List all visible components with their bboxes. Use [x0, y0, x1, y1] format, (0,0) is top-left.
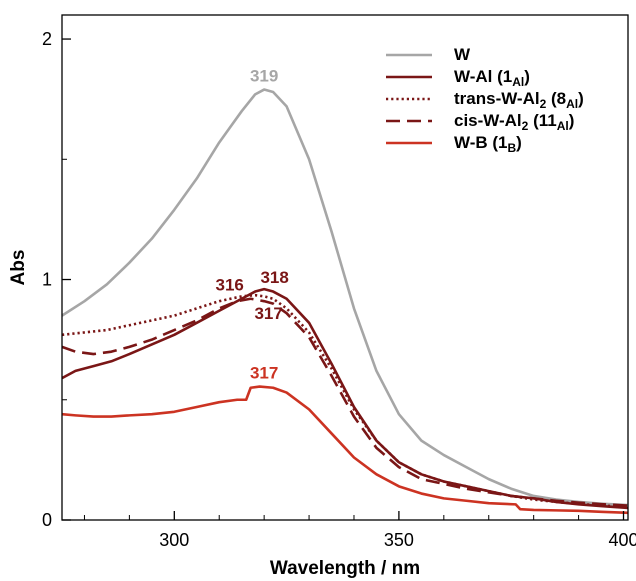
series-line-4 — [61, 385, 629, 515]
legend-label-subscript: Al — [512, 75, 524, 89]
series-line-2 — [61, 293, 629, 509]
legend-label-close: ) — [578, 89, 584, 108]
series-layer — [61, 88, 629, 515]
legend-label: W — [454, 45, 471, 64]
plot-frame — [61, 14, 629, 521]
legend-label-subscript: 2 — [540, 97, 547, 111]
x-tick-label: 350 — [384, 530, 414, 550]
legend-label-main: W — [454, 45, 471, 64]
legend-label-mid: (8 — [546, 89, 566, 108]
peak-label: 318 — [260, 268, 288, 287]
peak-label: 317 — [254, 304, 282, 323]
legend-label: W-Al (1Al) — [454, 67, 530, 89]
legend-label: trans-W-Al2 (8Al) — [454, 89, 584, 111]
x-tick-label: 400 — [608, 530, 636, 550]
legend-label: cis-W-Al2 (11Al) — [454, 111, 574, 133]
series-line-0 — [61, 88, 629, 507]
legend: WW-Al (1Al)trans-W-Al2 (8Al)cis-W-Al2 (1… — [386, 45, 584, 155]
x-axis-title: Wavelength / nm — [270, 558, 420, 579]
peak-label: 316 — [215, 275, 243, 294]
ticks-layer: 300 350 400 0 1 2 — [42, 29, 636, 550]
legend-label-main: cis-W-Al — [454, 111, 522, 130]
y-tick-label: 2 — [42, 29, 52, 49]
peak-label: 319 — [250, 67, 278, 86]
legend-label-close: ) — [524, 67, 530, 86]
legend-label-main: trans-W-Al — [454, 89, 540, 108]
legend-label: W-B (1B) — [454, 133, 522, 155]
annotation-layer: 319 318 316 317 317 — [215, 67, 288, 383]
legend-label-main: W-B (1 — [454, 133, 507, 152]
legend-label-close: ) — [569, 111, 575, 130]
legend-label-subscript: 2 — [522, 119, 529, 133]
legend-label-subscript: Al — [566, 97, 578, 111]
series-line-3 — [61, 297, 629, 507]
legend-label-subscript: Al — [557, 119, 569, 133]
peak-label: 317 — [250, 364, 278, 383]
legend-label-main: W-Al (1 — [454, 67, 512, 86]
y-tick-label: 0 — [42, 510, 52, 530]
legend-label-subscript: B — [507, 141, 516, 155]
legend-label-mid: (11 — [528, 111, 556, 130]
y-tick-label: 1 — [42, 270, 52, 290]
x-tick-label: 300 — [159, 530, 189, 550]
y-axis-title: Abs — [8, 250, 29, 286]
legend-label-close: ) — [516, 133, 522, 152]
